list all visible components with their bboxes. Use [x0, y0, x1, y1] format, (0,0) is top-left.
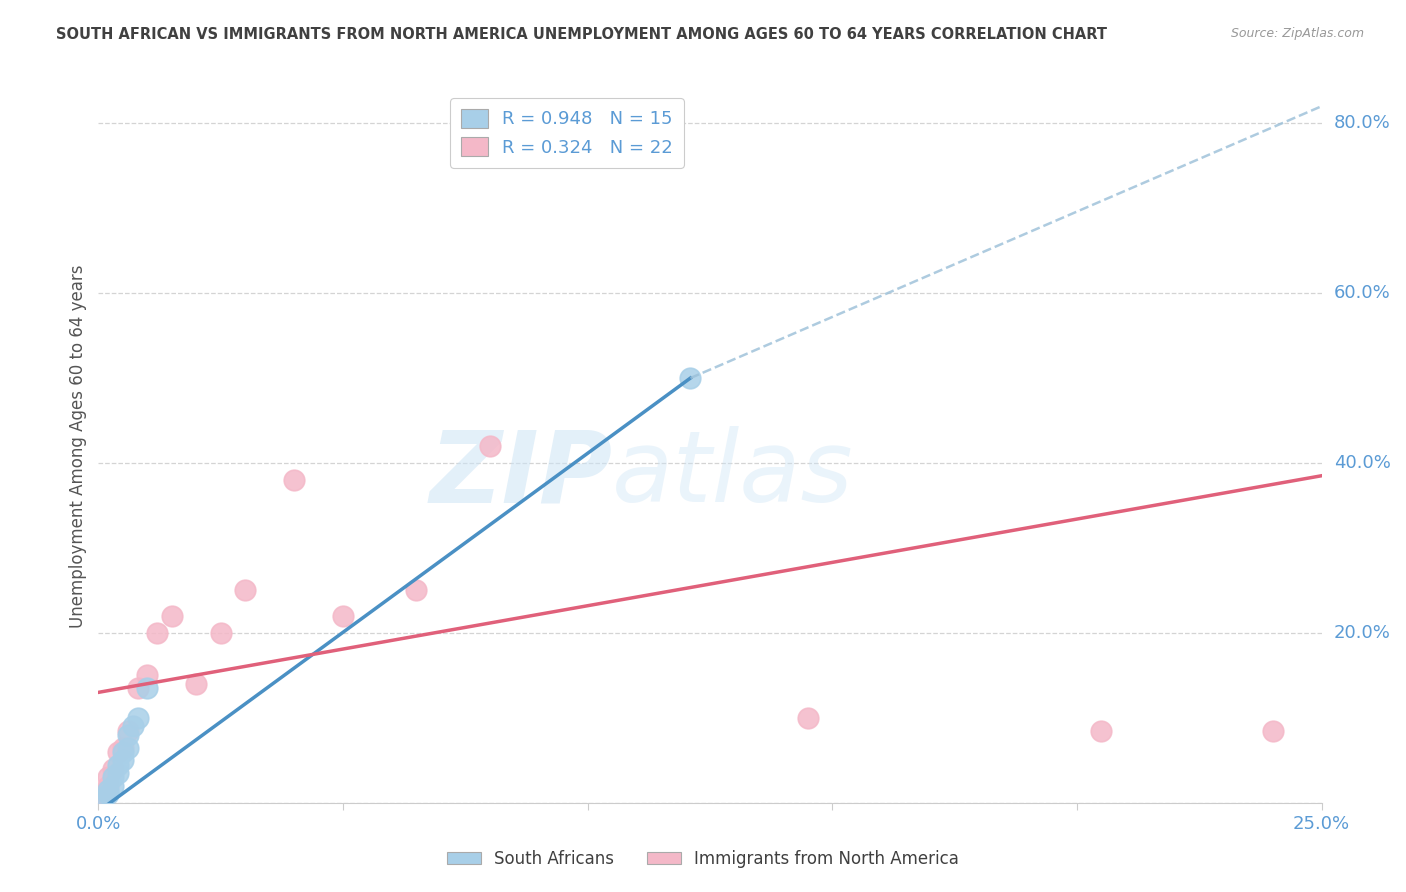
Point — [405, 583, 427, 598]
Point — [107, 745, 129, 759]
Point — [160, 608, 183, 623]
Point — [111, 753, 134, 767]
Text: 40.0%: 40.0% — [1334, 454, 1391, 472]
Point — [283, 473, 305, 487]
Point — [1261, 723, 1284, 738]
Y-axis label: Unemployment Among Ages 60 to 64 years: Unemployment Among Ages 60 to 64 years — [69, 264, 87, 628]
Point — [91, 791, 114, 805]
Point — [233, 583, 256, 598]
Point — [101, 779, 124, 793]
Legend: South Africans, Immigrants from North America: South Africans, Immigrants from North Am… — [440, 844, 966, 875]
Text: Source: ZipAtlas.com: Source: ZipAtlas.com — [1230, 27, 1364, 40]
Point — [136, 681, 159, 695]
Point — [127, 681, 149, 695]
Point — [97, 770, 120, 784]
Text: ZIP: ZIP — [429, 426, 612, 523]
Text: 60.0%: 60.0% — [1334, 284, 1391, 302]
Point — [117, 740, 139, 755]
Point — [117, 728, 139, 742]
Point — [797, 711, 820, 725]
Point — [117, 723, 139, 738]
Point — [111, 745, 134, 759]
Point — [127, 711, 149, 725]
Point — [478, 439, 501, 453]
Point — [107, 757, 129, 772]
Point — [332, 608, 354, 623]
Point — [107, 766, 129, 780]
Text: SOUTH AFRICAN VS IMMIGRANTS FROM NORTH AMERICA UNEMPLOYMENT AMONG AGES 60 TO 64 : SOUTH AFRICAN VS IMMIGRANTS FROM NORTH A… — [56, 27, 1108, 42]
Point — [209, 626, 232, 640]
Text: atlas: atlas — [612, 426, 853, 523]
Legend: R = 0.948   N = 15, R = 0.324   N = 22: R = 0.948 N = 15, R = 0.324 N = 22 — [450, 98, 683, 168]
Point — [97, 787, 120, 801]
Point — [146, 626, 169, 640]
Point — [101, 762, 124, 776]
Point — [1090, 723, 1112, 738]
Point — [136, 668, 159, 682]
Text: 80.0%: 80.0% — [1334, 114, 1391, 132]
Point — [91, 791, 114, 805]
Point — [91, 787, 114, 801]
Point — [121, 719, 143, 733]
Point — [97, 783, 120, 797]
Point — [679, 371, 702, 385]
Point — [97, 779, 120, 793]
Point — [186, 677, 208, 691]
Point — [111, 740, 134, 755]
Text: 20.0%: 20.0% — [1334, 624, 1391, 642]
Point — [101, 770, 124, 784]
